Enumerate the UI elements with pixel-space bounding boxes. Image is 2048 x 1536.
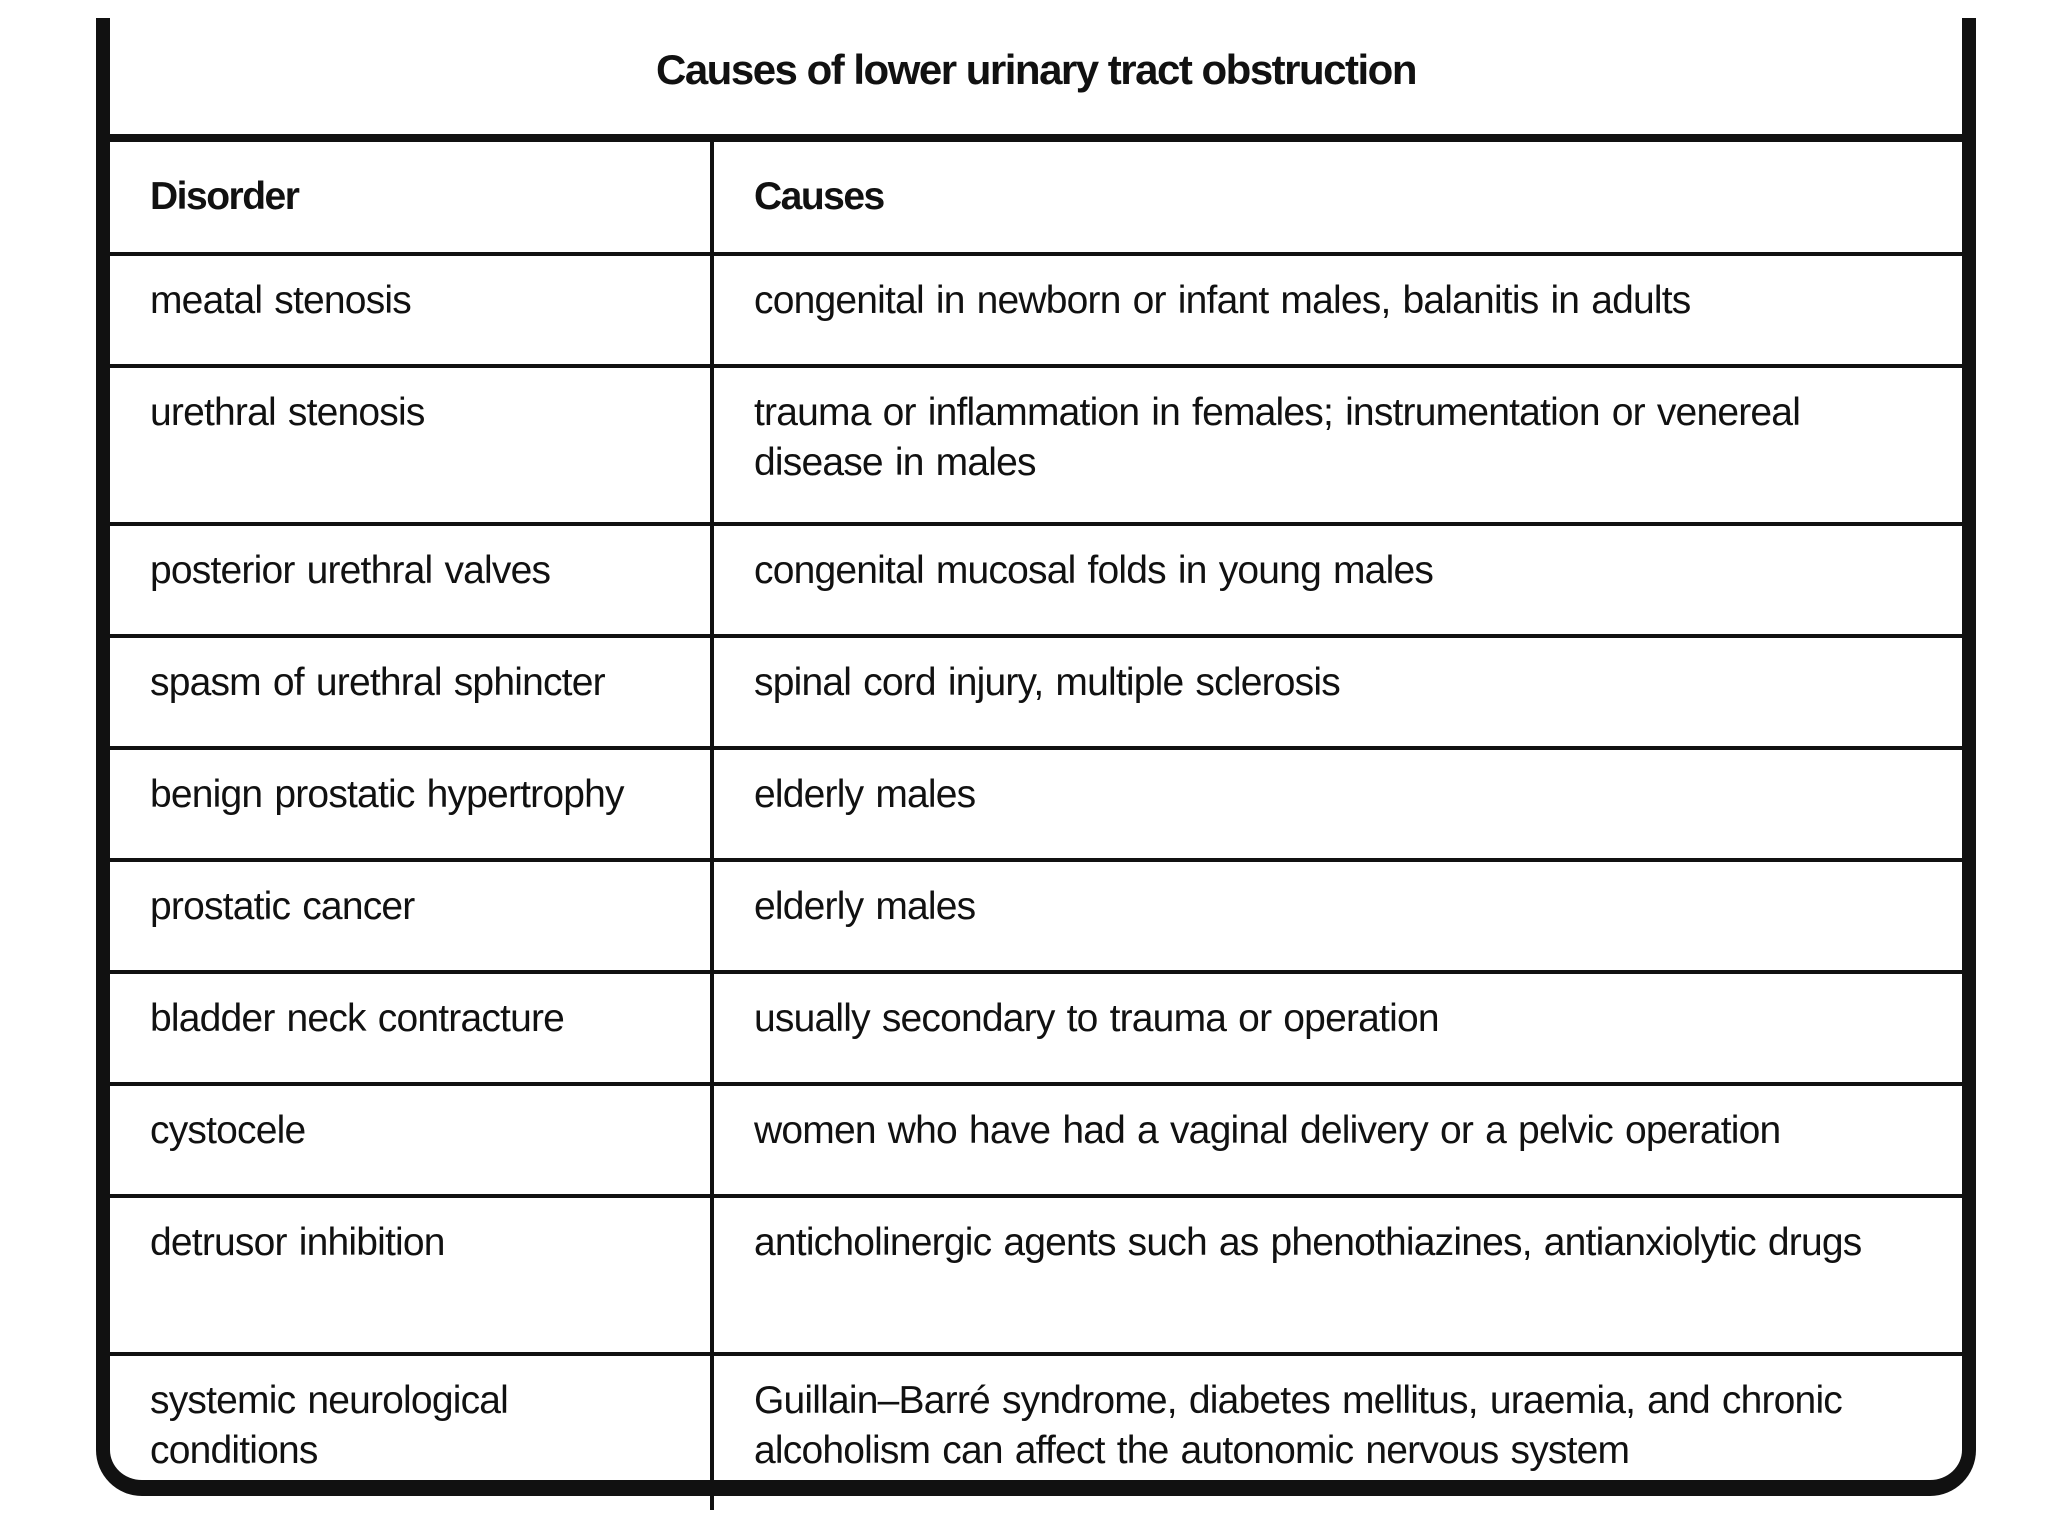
causes-table: Disorder Causes meatal stenosis congenit… [110,142,1962,1510]
table-row: posterior urethral valves congenital muc… [110,524,1962,638]
disorder-cell: urethral stenosis [110,366,714,526]
table-row: systemic neurological conditions Guillai… [110,1354,1962,1510]
causes-cell: anticholinergic agents such as phenothia… [712,1196,1962,1356]
table-row: meatal stenosis congenital in newborn or… [110,254,1962,368]
disorder-cell: cystocele [110,1084,714,1198]
disorder-cell: posterior urethral valves [110,524,714,638]
causes-cell: usually secondary to trauma or operation [712,972,1962,1086]
disorder-cell: systemic neurological conditions [110,1354,714,1510]
table-frame: Causes of lower urinary tract obstructio… [96,18,1976,1510]
causes-cell: Guillain–Barré syndrome, diabetes mellit… [754,1379,1843,1472]
causes-cell: congenital mucosal folds in young males [712,524,1962,638]
disorder-cell: prostatic cancer [110,860,714,974]
disorder-cell: spasm of urethral sphincter [110,636,714,750]
disorder-cell: bladder neck contracture [110,972,714,1086]
header-disorder: Disorder [110,142,714,256]
disorder-cell: benign prostatic hypertrophy [110,748,714,862]
table-row: benign prostatic hypertrophy elderly mal… [110,748,1962,862]
header-row: Disorder Causes [110,142,1962,256]
table-row: urethral stenosis trauma or inflammation… [110,366,1962,526]
table-row: bladder neck contracture usually seconda… [110,972,1962,1086]
disorder-cell: detrusor inhibition [110,1196,714,1356]
disorder-cell: meatal stenosis [110,254,714,368]
causes-cell: women who have had a vaginal delivery or… [712,1084,1962,1198]
header-causes: Causes [712,142,1962,256]
table-container: Disorder Causes meatal stenosis congenit… [110,134,1962,1510]
table-row: spasm of urethral sphincter spinal cord … [110,636,1962,750]
table-title: Causes of lower urinary tract obstructio… [655,46,1418,93]
table-row: detrusor inhibition anticholinergic agen… [110,1196,1962,1356]
table-row: prostatic cancer elderly males [110,860,1962,974]
causes-cell: trauma or inflammation in females; instr… [712,366,1962,526]
causes-cell: elderly males [712,860,1962,974]
causes-cell: spinal cord injury, multiple sclerosis [712,636,1962,750]
table-row: cystocele women who have had a vaginal d… [110,1084,1962,1198]
causes-cell: elderly males [712,748,1962,862]
causes-cell: congenital in newborn or infant males, b… [712,254,1962,368]
